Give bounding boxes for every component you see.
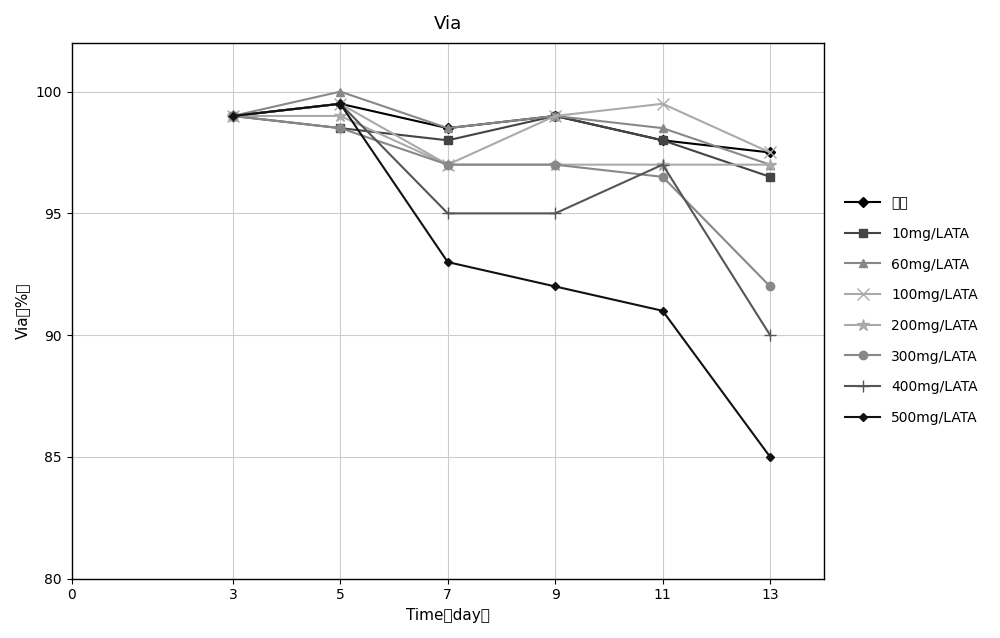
200mg/LATA	[334, 112, 346, 120]
500mg/LATA	[657, 307, 669, 315]
对照	[227, 112, 239, 120]
500mg/LATA	[334, 100, 346, 108]
对照	[442, 124, 454, 132]
Line: 10mg/LATA: 10mg/LATA	[229, 112, 774, 181]
200mg/LATA	[764, 161, 776, 168]
200mg/LATA	[442, 161, 454, 168]
200mg/LATA	[549, 161, 561, 168]
Legend: 对照, 10mg/LATA, 60mg/LATA, 100mg/LATA, 200mg/LATA, 300mg/LATA, 400mg/LATA, 500mg/: 对照, 10mg/LATA, 60mg/LATA, 100mg/LATA, 20…	[838, 189, 985, 432]
10mg/LATA	[657, 137, 669, 144]
对照	[764, 149, 776, 156]
400mg/LATA	[227, 112, 239, 120]
100mg/LATA	[549, 112, 561, 120]
300mg/LATA	[657, 173, 669, 181]
Line: 60mg/LATA: 60mg/LATA	[229, 87, 774, 169]
100mg/LATA	[764, 149, 776, 156]
Line: 500mg/LATA: 500mg/LATA	[230, 101, 773, 460]
10mg/LATA	[549, 112, 561, 120]
500mg/LATA	[764, 453, 776, 461]
500mg/LATA	[227, 112, 239, 120]
100mg/LATA	[334, 100, 346, 108]
500mg/LATA	[442, 258, 454, 266]
300mg/LATA	[227, 112, 239, 120]
300mg/LATA	[334, 124, 346, 132]
200mg/LATA	[657, 161, 669, 168]
100mg/LATA	[227, 112, 239, 120]
10mg/LATA	[334, 124, 346, 132]
10mg/LATA	[442, 137, 454, 144]
Line: 100mg/LATA: 100mg/LATA	[227, 98, 776, 170]
200mg/LATA	[227, 112, 239, 120]
10mg/LATA	[227, 112, 239, 120]
100mg/LATA	[657, 100, 669, 108]
60mg/LATA	[657, 124, 669, 132]
Line: 400mg/LATA: 400mg/LATA	[227, 98, 776, 341]
10mg/LATA	[764, 173, 776, 181]
300mg/LATA	[442, 161, 454, 168]
Line: 300mg/LATA: 300mg/LATA	[229, 112, 774, 291]
300mg/LATA	[764, 283, 776, 290]
60mg/LATA	[764, 161, 776, 168]
X-axis label: Time（day）: Time（day）	[406, 608, 490, 623]
对照	[549, 112, 561, 120]
300mg/LATA	[549, 161, 561, 168]
60mg/LATA	[334, 88, 346, 96]
Line: 200mg/LATA: 200mg/LATA	[227, 110, 776, 171]
400mg/LATA	[334, 100, 346, 108]
60mg/LATA	[227, 112, 239, 120]
400mg/LATA	[657, 161, 669, 168]
400mg/LATA	[764, 331, 776, 339]
500mg/LATA	[549, 283, 561, 290]
Y-axis label: Via（%）: Via（%）	[15, 283, 30, 339]
Line: 对照: 对照	[229, 100, 774, 156]
100mg/LATA	[442, 161, 454, 168]
60mg/LATA	[549, 112, 561, 120]
Title: Via: Via	[434, 15, 462, 33]
400mg/LATA	[442, 209, 454, 217]
对照	[657, 137, 669, 144]
60mg/LATA	[442, 124, 454, 132]
对照	[334, 100, 346, 108]
400mg/LATA	[549, 209, 561, 217]
